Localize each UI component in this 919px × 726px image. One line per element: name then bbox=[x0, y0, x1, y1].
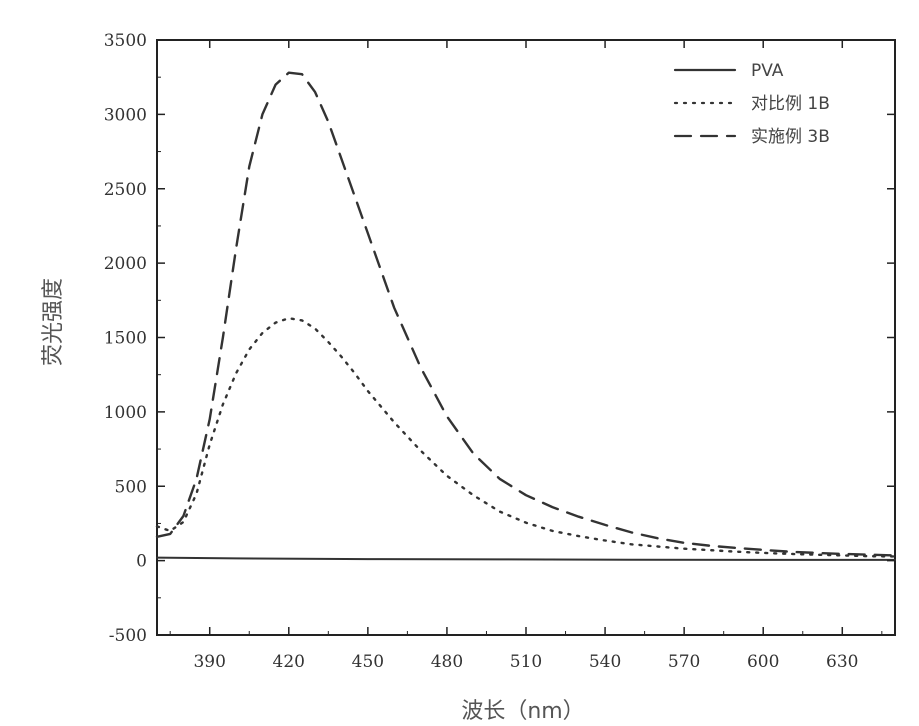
y-tick-label: 1500 bbox=[104, 329, 147, 349]
legend-label: 对比例 1B bbox=[751, 94, 830, 114]
y-axis-title: 荧光强度 bbox=[41, 278, 66, 366]
y-tick-label: 3000 bbox=[104, 105, 147, 125]
x-tick-label: 390 bbox=[193, 652, 225, 672]
x-axis-title: 波长（nm） bbox=[461, 699, 584, 724]
x-tick-label: 510 bbox=[510, 652, 542, 672]
x-tick-label: 630 bbox=[826, 652, 858, 672]
y-tick-label: 500 bbox=[115, 477, 147, 497]
x-tick-label: 570 bbox=[668, 652, 700, 672]
y-tick-label: 1000 bbox=[104, 403, 147, 423]
x-tick-label: 450 bbox=[352, 652, 384, 672]
y-tick-label: 2500 bbox=[104, 180, 147, 200]
x-tick-label: 420 bbox=[273, 652, 305, 672]
legend-label: PVA bbox=[751, 61, 784, 81]
y-tick-label: 2000 bbox=[104, 254, 147, 274]
legend-label: 实施例 3B bbox=[751, 127, 830, 147]
y-tick-label: 3500 bbox=[104, 31, 147, 51]
y-tick-label: -500 bbox=[109, 626, 147, 646]
x-tick-label: 600 bbox=[747, 652, 779, 672]
y-tick-label: 0 bbox=[136, 552, 147, 572]
x-tick-label: 540 bbox=[589, 652, 621, 672]
x-tick-label: 480 bbox=[431, 652, 463, 672]
